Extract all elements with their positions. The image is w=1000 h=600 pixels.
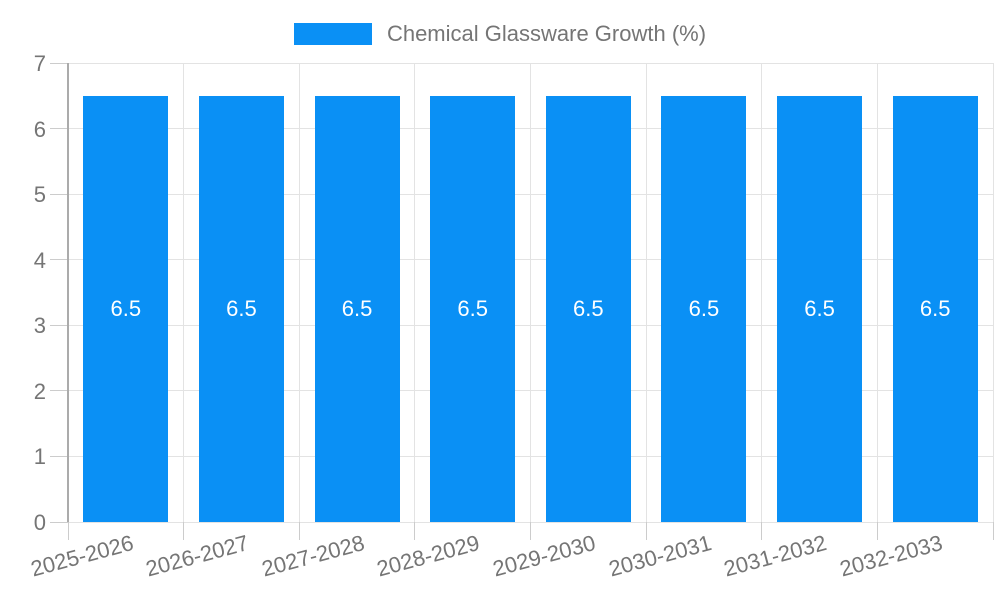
y-axis-label: 3 (33, 313, 46, 339)
bar-value-label: 6.5 (804, 295, 835, 321)
gridline-vertical (761, 63, 763, 522)
y-axis-label: 1 (33, 444, 46, 470)
legend-label: Chemical Glassware Growth (%) (386, 21, 707, 46)
bar-value-label: 6.5 (457, 295, 488, 321)
bar-value-label: 6.5 (573, 295, 604, 321)
x-axis-label: 2032-2033 (837, 530, 946, 582)
y-axis-tick (50, 193, 68, 195)
gridline-vertical (645, 63, 647, 522)
bar[interactable]: 6.5 (545, 95, 631, 522)
x-axis-tick (992, 522, 994, 540)
gridline-vertical (183, 63, 185, 522)
x-axis-label: 2030-2031 (605, 530, 714, 582)
bar-value-label: 6.5 (688, 295, 720, 321)
bar-value-label: 6.5 (110, 295, 142, 321)
y-axis-tick (50, 62, 68, 64)
bar-value-label: 6.5 (919, 295, 951, 321)
legend-swatch (293, 23, 372, 45)
x-axis-label: 2031-2032 (721, 530, 830, 582)
y-axis-tick (50, 521, 68, 523)
bar-value-label: 6.5 (226, 295, 257, 321)
gridline-vertical (992, 63, 994, 522)
legend[interactable]: Chemical Glassware Growth (%) (0, 21, 1000, 47)
y-axis-line (67, 63, 69, 522)
x-axis-label: 2029-2030 (490, 530, 599, 582)
y-axis-label: 2 (33, 378, 46, 404)
bar[interactable]: 6.5 (430, 95, 516, 522)
y-axis-tick (50, 455, 68, 457)
bar[interactable]: 6.5 (661, 95, 747, 522)
x-axis-tick (530, 522, 531, 540)
gridline-vertical (530, 63, 531, 522)
x-axis-tick (645, 522, 647, 540)
gridline-vertical (876, 63, 878, 522)
x-axis-label: 2028-2029 (374, 530, 483, 582)
y-axis-tick (50, 128, 68, 130)
x-axis-tick (414, 522, 416, 540)
y-axis-label: 4 (33, 247, 46, 273)
x-axis-tick (761, 522, 763, 540)
bar[interactable]: 6.5 (83, 95, 169, 522)
bar[interactable]: 6.5 (314, 95, 400, 522)
y-axis-label: 0 (33, 510, 46, 535)
y-axis-label: 5 (33, 182, 46, 208)
x-axis-tick (876, 522, 878, 540)
y-axis-tick (50, 259, 68, 261)
gridline-vertical (298, 63, 300, 522)
y-axis-tick (50, 390, 68, 392)
gridline-vertical (414, 63, 416, 522)
x-axis-label: 2025-2026 (27, 530, 136, 582)
bar[interactable]: 6.5 (198, 95, 284, 522)
y-axis-label: 6 (33, 116, 46, 142)
bar[interactable]: 6.5 (892, 95, 978, 522)
x-axis-tick (298, 522, 300, 540)
bar[interactable]: 6.5 (777, 95, 863, 522)
bar-value-label: 6.5 (341, 295, 373, 321)
x-axis-tick (183, 522, 185, 540)
y-axis-label: 7 (33, 51, 46, 76)
x-axis-label: 2027-2028 (258, 530, 368, 582)
x-axis-label: 2026-2027 (143, 530, 252, 582)
x-axis-tick (67, 522, 69, 540)
y-axis-tick (50, 324, 68, 326)
